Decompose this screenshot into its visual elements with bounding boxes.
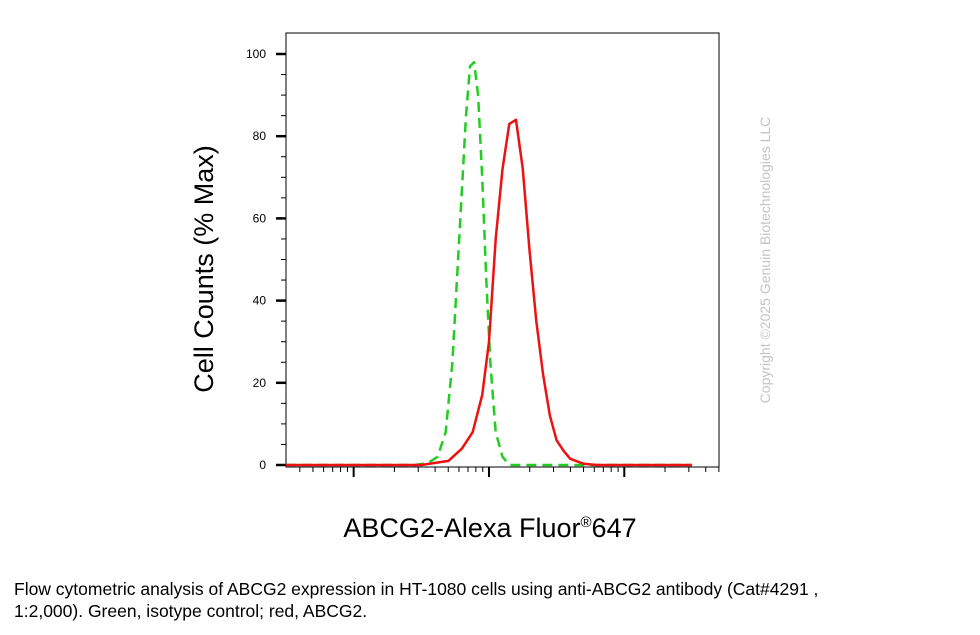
abcg2-curve [286, 118, 692, 467]
x-axis-title: ABCG2-Alexa Fluor®647 [343, 513, 636, 543]
plot-frame [285, 32, 720, 468]
isotype-control-curve [286, 60, 692, 467]
series-layer [286, 60, 692, 467]
y-axis: 0 20 40 60 80 100 [246, 47, 286, 472]
y-tick-label: 20 [253, 376, 267, 390]
y-tick-label: 0 [259, 458, 266, 472]
plot-area [285, 32, 720, 468]
copyright-watermark: Copyright ©2025 Genuin Biotechnologies L… [757, 116, 773, 404]
x-axis-title-registered-mark: ® [580, 514, 591, 531]
y-tick-label: 40 [253, 294, 267, 308]
y-tick-label: 100 [246, 47, 266, 61]
x-axis-title-main: ABCG2-Alexa Fluor [343, 513, 580, 543]
y-tick-label: 60 [253, 211, 267, 225]
y-tick-label: 80 [253, 129, 267, 143]
x-axis-title-suffix: 647 [592, 513, 637, 543]
x-axis [299, 467, 720, 477]
figure-caption: Flow cytometric analysis of ABCG2 expres… [14, 579, 819, 621]
flow-histogram-chart: 0 20 40 60 80 100 Cell Counts (% Max) ABCG2-A… [189, 32, 720, 543]
y-axis-title: Cell Counts (% Max) [189, 145, 219, 393]
